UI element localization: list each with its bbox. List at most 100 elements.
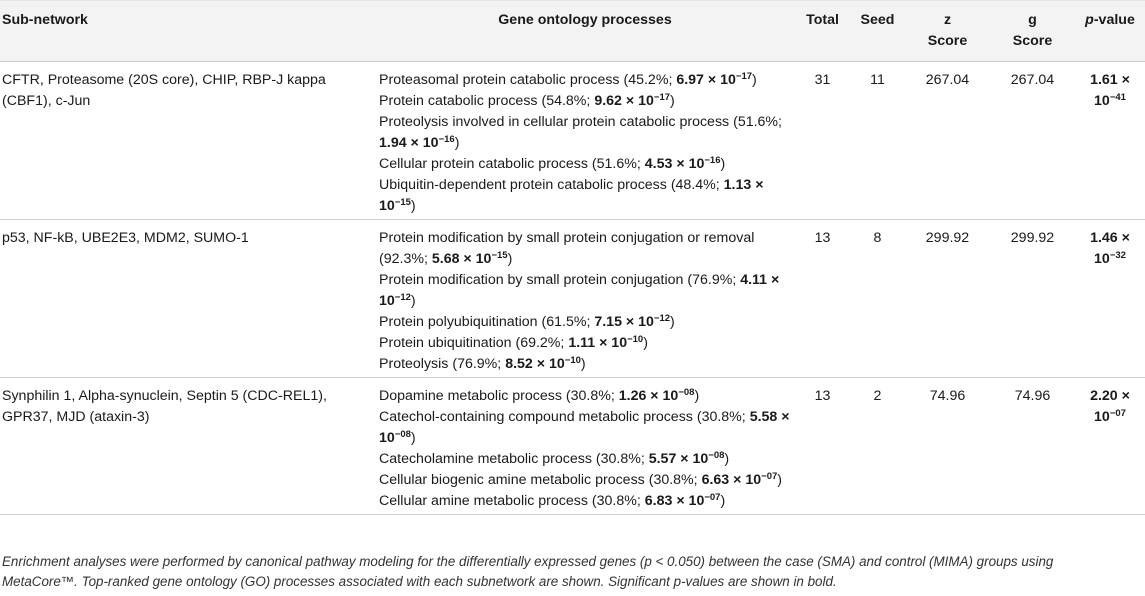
process-pvalue-exponent: −12 (394, 292, 411, 303)
process-pvalue-exponent: −08 (678, 387, 695, 398)
p-value-exponent: −32 (1109, 250, 1126, 261)
process-pvalue-exponent: −10 (627, 334, 644, 345)
subnetwork-cell: CFTR, Proteasome (20S core), CHIP, RBP-J… (2, 72, 326, 109)
process-pvalue-exponent: −07 (761, 471, 778, 482)
process-pvalue-exponent: −17 (735, 71, 753, 82)
p-value-exponent: −41 (1109, 92, 1126, 103)
process-pvalue: 7.15 × 10−12 (594, 314, 670, 330)
process-pvalue-mantissa: 1.26 × 10 (618, 388, 679, 404)
header-subnetwork: Sub-network (0, 0, 375, 62)
total-cell: 31 (814, 72, 831, 88)
process-pvalue: 6.63 × 10−07 (702, 472, 778, 488)
go-process-entry: Cellular protein catabolic process (51.6… (379, 155, 726, 172)
process-percent: 76.9% (457, 356, 498, 372)
header-seed: Seed (850, 0, 905, 62)
enrichment-table: Sub-network Gene ontology processes Tota… (0, 0, 1145, 515)
header-p-italic: p (1085, 12, 1094, 28)
process-pvalue-mantissa: 1.94 × 10 (379, 135, 439, 151)
process-pvalue-exponent: −07 (704, 492, 721, 503)
process-pvalue-mantissa: 1.13 × 10 (379, 177, 764, 214)
p-value-cell: 1.61 × 10−41 (1075, 62, 1145, 220)
table-row: Synphilin 1, Alpha-synuclein, Septin 5 (… (0, 377, 1145, 515)
go-process-entry: Proteolysis involved in cellular protein… (379, 114, 782, 151)
total-cell: 13 (814, 388, 831, 404)
go-process-entry: Ubiquitin-dependent protein catabolic pr… (379, 177, 764, 214)
p-value-mantissa: 2.20 × (1090, 388, 1130, 404)
p-value-base: 10 (1094, 251, 1110, 267)
subnetwork-cell: p53, NF-kB, UBE2E3, MDM2, SUMO-1 (2, 230, 249, 246)
process-pvalue-mantissa: 1.11 × 10 (568, 335, 628, 351)
process-pvalue-exponent: −16 (704, 155, 721, 166)
process-pvalue-mantissa: 7.15 × 10 (594, 314, 654, 330)
process-pvalue-mantissa: 5.68 × 10 (431, 251, 492, 267)
go-process-entry: Catecholamine metabolic process (30.8%; … (379, 450, 730, 467)
header-g-line2: Score (1012, 33, 1053, 49)
process-name: Cellular biogenic amine metabolic proces… (379, 472, 645, 488)
process-pvalue: 9.62 × 10−17 (594, 93, 670, 109)
process-name: Protein modification by small protein co… (379, 272, 684, 288)
p-value-mantissa: 1.46 × (1090, 230, 1130, 246)
header-total: Total (795, 0, 850, 62)
process-name: Protein catabolic process (379, 93, 538, 109)
process-percent: 30.8% (653, 472, 694, 488)
p-value-base: 10 (1094, 409, 1110, 425)
go-process-entry: Protein polyubiquitination (61.5%; 7.15 … (379, 313, 675, 330)
process-percent: 30.8% (701, 409, 742, 425)
seed-cell: 8 (873, 230, 882, 246)
process-pvalue: 1.26 × 10−08 (619, 388, 695, 404)
go-process-entry: Protein modification by small protein co… (379, 230, 755, 267)
process-name: Cellular protein catabolic process (379, 156, 588, 172)
z-score-cell: 74.96 (929, 388, 966, 404)
process-name: Cellular amine metabolic process (379, 493, 588, 509)
subnetwork-cell: Synphilin 1, Alpha-synuclein, Septin 5 (… (2, 388, 327, 425)
process-name: Dopamine metabolic process (379, 388, 562, 404)
process-name: Protein ubiquitination (379, 335, 512, 351)
process-percent: 51.6% (596, 156, 637, 172)
process-name: Proteolysis involved in cellular protein… (379, 114, 730, 130)
process-percent: 48.4% (675, 177, 716, 193)
process-pvalue-exponent: −15 (491, 250, 508, 261)
process-percent: 30.8% (596, 493, 637, 509)
process-percent: 54.8% (546, 93, 587, 109)
process-percent: 92.3% (383, 251, 424, 267)
header-z-line1: z (943, 12, 952, 28)
go-processes-cell: Protein modification by small protein co… (375, 220, 795, 378)
process-pvalue-exponent: −16 (438, 134, 455, 145)
process-percent: 51.6% (737, 114, 779, 130)
process-name: Ubiquitin-dependent protein catabolic pr… (379, 177, 667, 193)
process-pvalue-mantissa: 6.83 × 10 (644, 493, 705, 509)
process-pvalue: 1.94 × 10−16 (379, 135, 455, 151)
process-percent: 45.2% (628, 72, 669, 88)
seed-cell: 11 (870, 72, 885, 88)
process-pvalue: 4.53 × 10−16 (645, 156, 721, 172)
process-percent: 61.5% (546, 314, 587, 330)
process-pvalue-mantissa: 4.11 × 10 (379, 272, 780, 309)
process-pvalue-exponent: −17 (653, 92, 671, 103)
process-pvalue-exponent: −10 (564, 355, 581, 366)
process-pvalue-exponent: −08 (394, 429, 411, 440)
table-body: CFTR, Proteasome (20S core), CHIP, RBP-J… (0, 61, 1145, 515)
process-pvalue: 8.52 × 10−10 (505, 356, 581, 372)
process-pvalue-exponent: −08 (708, 450, 725, 461)
process-percent: 30.8% (600, 451, 641, 467)
process-pvalue: 1.13 × 10−15 (379, 177, 764, 214)
process-name: Catecholamine metabolic process (379, 451, 592, 467)
header-z-line2: Score (927, 33, 968, 49)
go-process-entry: Cellular amine metabolic process (30.8%;… (379, 492, 726, 509)
process-percent: 76.9% (692, 272, 733, 288)
table-footnote: Enrichment analyses were performed by ca… (2, 554, 1054, 589)
process-pvalue: 6.83 × 10−07 (645, 493, 721, 509)
seed-cell: 2 (873, 388, 882, 404)
header-z-score: z Score (905, 0, 990, 62)
header-go-processes: Gene ontology processes (375, 0, 795, 62)
go-process-entry: Proteolysis (76.9%; 8.52 × 10−10) (379, 355, 586, 372)
header-p-rest: -value (1093, 12, 1135, 28)
g-score-cell: 74.96 (1014, 388, 1051, 404)
process-pvalue-exponent: −15 (394, 197, 411, 208)
p-value-cell: 1.46 × 10−32 (1075, 220, 1145, 378)
go-process-entry: Protein modification by small protein co… (379, 272, 780, 309)
process-pvalue-mantissa: 5.57 × 10 (648, 451, 709, 467)
process-pvalue-exponent: −12 (653, 313, 671, 324)
g-score-cell: 267.04 (1010, 72, 1055, 88)
